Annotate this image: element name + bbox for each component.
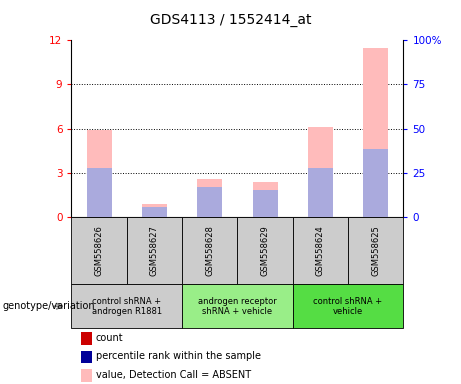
Bar [308, 169, 333, 217]
Text: GSM558627: GSM558627 [150, 225, 159, 276]
Bar [87, 130, 112, 217]
Text: GSM558624: GSM558624 [316, 225, 325, 276]
Bar [197, 187, 222, 217]
Bar [363, 149, 388, 217]
Bar [142, 204, 167, 217]
Text: GSM558628: GSM558628 [205, 225, 214, 276]
Bar [348, 217, 403, 284]
Bar [87, 169, 112, 217]
Bar [182, 217, 237, 284]
Bar [142, 207, 167, 217]
Text: value, Detection Call = ABSENT: value, Detection Call = ABSENT [96, 370, 251, 380]
Text: percentile rank within the sample: percentile rank within the sample [96, 351, 261, 361]
Text: androgen receptor
shRNA + vehicle: androgen receptor shRNA + vehicle [198, 296, 277, 316]
Bar [71, 217, 127, 284]
Bar [197, 179, 222, 217]
Bar [71, 284, 182, 328]
Bar [182, 284, 293, 328]
Text: GSM558629: GSM558629 [260, 225, 270, 276]
Text: GSM558626: GSM558626 [95, 225, 104, 276]
Bar [363, 48, 388, 217]
Text: GDS4113 / 1552414_at: GDS4113 / 1552414_at [150, 13, 311, 27]
Text: control shRNA +
vehicle: control shRNA + vehicle [313, 296, 383, 316]
Bar [253, 190, 278, 217]
Bar [293, 284, 403, 328]
Text: GSM558625: GSM558625 [371, 225, 380, 276]
Bar [293, 217, 348, 284]
Bar [237, 217, 293, 284]
Text: control shRNA +
androgen R1881: control shRNA + androgen R1881 [92, 296, 162, 316]
Text: count: count [96, 333, 124, 343]
Bar [253, 182, 278, 217]
Bar [308, 127, 333, 217]
Bar [127, 217, 182, 284]
Text: genotype/variation: genotype/variation [2, 301, 95, 311]
